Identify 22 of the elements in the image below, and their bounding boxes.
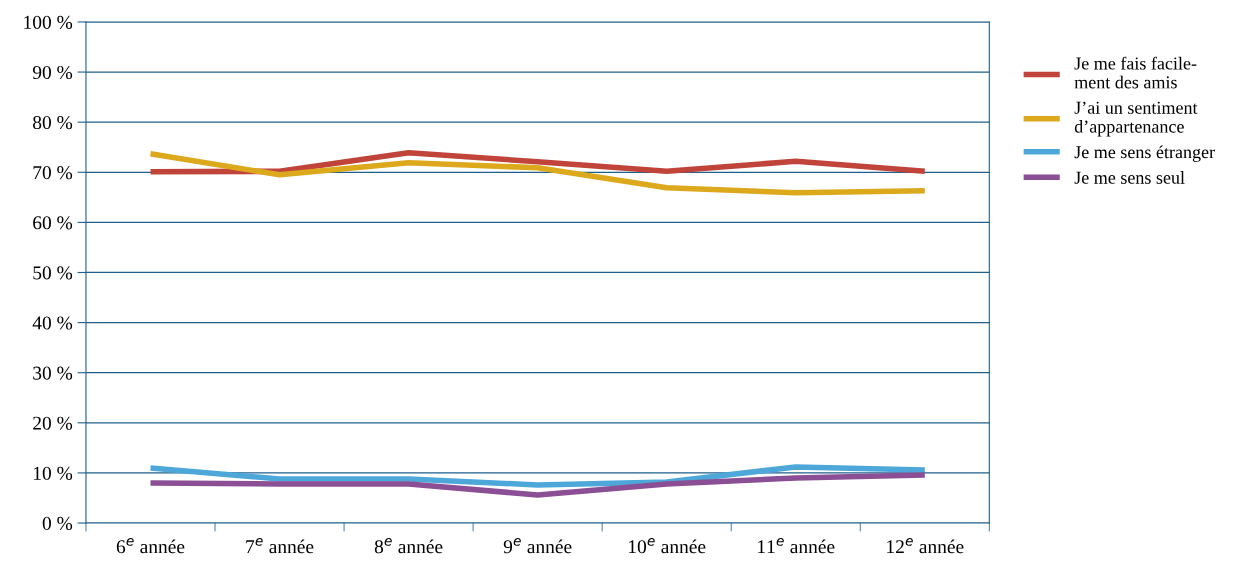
x-tick-label: 11$^{e}$ année	[758, 538, 835, 554]
y-tick-label: 40 %	[32, 316, 73, 330]
x-tick-label: 8$^{e}$ année	[374, 538, 443, 554]
legend-label: J’ai un sentiment d’appartenance	[1074, 101, 1198, 137]
legend-label: Je me sens étranger	[1074, 145, 1215, 162]
y-tick-label: 0 %	[42, 516, 73, 531]
legend-label: Je me sens seul	[1074, 171, 1185, 184]
y-tick-label: 100 %	[24, 15, 73, 29]
y-tick-label: 70 %	[33, 166, 73, 180]
x-tick-label: 9$^{e}$ année	[503, 538, 572, 554]
legend-label: Je me fais facile- ment des amis	[1074, 56, 1197, 89]
y-tick-label: 10 %	[33, 466, 73, 480]
y-tick-label: 90 %	[32, 65, 73, 80]
y-tick-label: 80 %	[33, 115, 73, 130]
y-tick-label: 50 %	[33, 266, 73, 280]
y-tick-label: 20 %	[33, 416, 73, 430]
y-tick-label: 60 %	[33, 216, 73, 230]
x-tick-label: 12$^{e}$ année	[887, 538, 964, 554]
y-tick-label: 30 %	[33, 366, 73, 380]
x-tick-label: 6$^{e}$ année	[116, 538, 185, 554]
x-tick-label: 10$^{e}$ année	[629, 538, 706, 554]
x-tick-label: 7$^{e}$ année	[246, 538, 314, 554]
